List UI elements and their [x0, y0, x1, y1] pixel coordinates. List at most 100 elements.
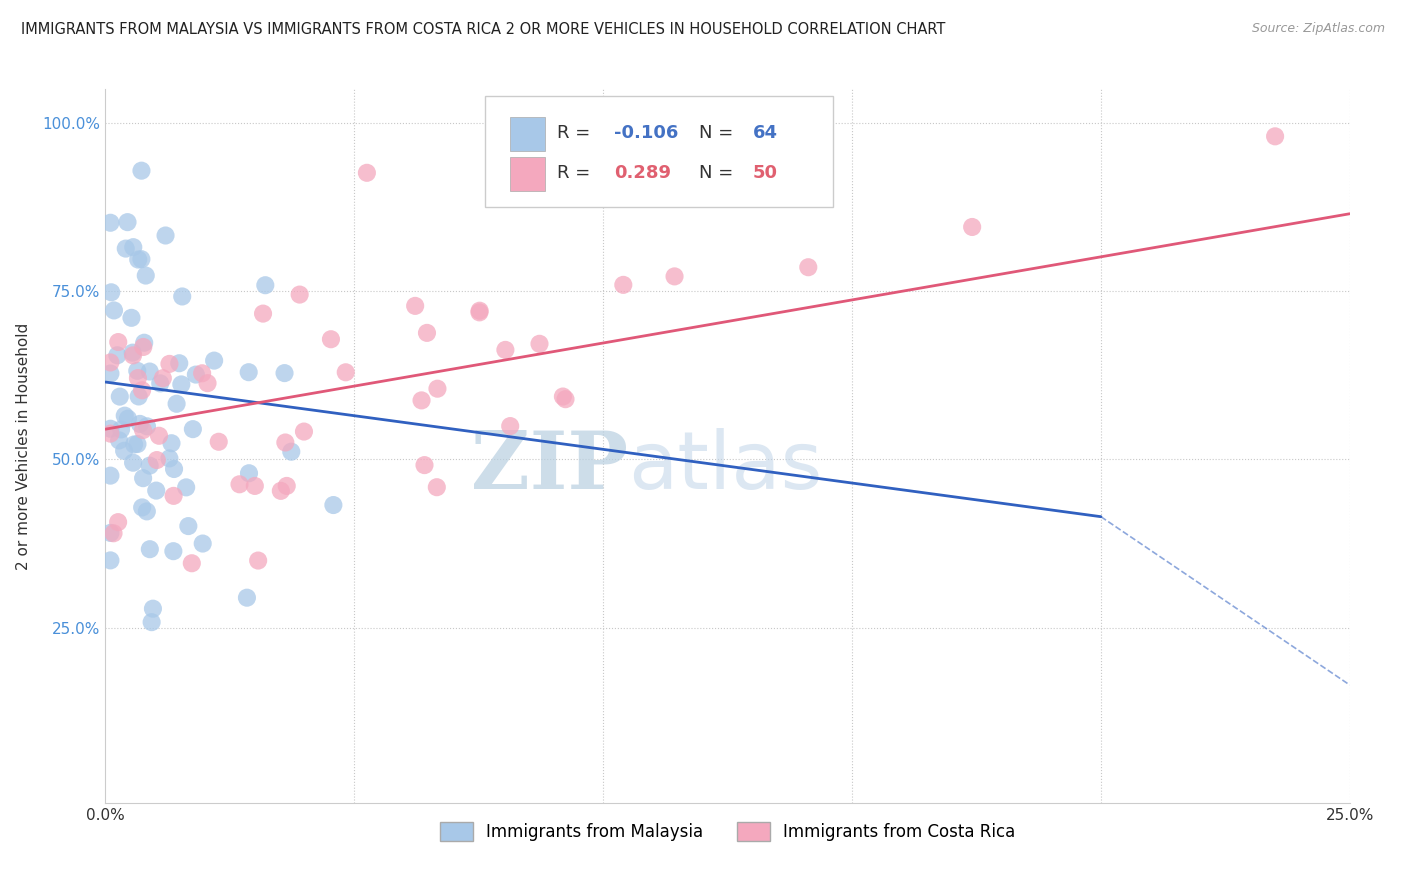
Point: [117, 411, 139, 425]
Point: [159, 451, 181, 466]
Point: [319, 332, 342, 346]
Point: [108, 390, 131, 404]
Text: R =: R =: [557, 164, 596, 182]
Point: [122, 437, 145, 451]
Point: [117, 215, 139, 229]
Text: N =: N =: [699, 125, 740, 143]
Point: [148, 429, 170, 443]
Point: [107, 334, 129, 349]
Point: [138, 458, 160, 473]
Point: [100, 553, 122, 567]
FancyBboxPatch shape: [510, 117, 544, 152]
Point: [135, 268, 157, 283]
Point: [110, 422, 132, 436]
Point: [159, 357, 181, 371]
Point: [252, 307, 274, 321]
Point: [108, 434, 131, 448]
FancyBboxPatch shape: [510, 157, 544, 191]
Point: [494, 343, 516, 357]
Point: [121, 345, 143, 359]
Text: ZIP: ZIP: [471, 428, 628, 507]
Point: [274, 435, 297, 450]
Point: [238, 365, 260, 379]
FancyBboxPatch shape: [485, 96, 834, 207]
Text: IMMIGRANTS FROM MALAYSIA VS IMMIGRANTS FROM COSTA RICA 2 OR MORE VEHICLES IN HOU: IMMIGRANTS FROM MALAYSIA VS IMMIGRANTS F…: [21, 22, 945, 37]
Point: [100, 422, 122, 436]
Point: [127, 437, 149, 451]
Point: [132, 340, 155, 354]
Point: [160, 436, 183, 450]
Point: [180, 556, 202, 570]
Point: [107, 515, 129, 529]
Point: [254, 278, 277, 293]
Point: [184, 368, 207, 382]
Point: [411, 393, 433, 408]
Point: [960, 219, 983, 234]
Point: [139, 542, 162, 557]
Point: [127, 371, 149, 385]
Point: [631, 149, 654, 163]
Point: [131, 252, 153, 267]
Point: [112, 443, 135, 458]
Point: [122, 348, 145, 362]
Point: [1264, 129, 1286, 144]
Point: [238, 467, 260, 481]
Point: [100, 367, 122, 381]
Point: [136, 419, 159, 434]
Point: [114, 409, 136, 423]
Point: [103, 303, 125, 318]
Point: [335, 365, 357, 379]
Point: [146, 453, 169, 467]
Point: [100, 216, 122, 230]
Point: [131, 384, 153, 398]
Point: [426, 480, 449, 494]
Point: [292, 425, 315, 439]
Point: [236, 591, 259, 605]
Text: N =: N =: [699, 164, 740, 182]
Point: [105, 348, 128, 362]
Text: 50: 50: [752, 164, 778, 182]
Point: [149, 376, 172, 391]
Text: 0.289: 0.289: [614, 164, 672, 182]
Text: -0.106: -0.106: [614, 125, 679, 143]
Point: [664, 269, 686, 284]
Point: [468, 303, 491, 318]
Point: [191, 536, 214, 550]
Point: [243, 479, 266, 493]
Point: [167, 356, 190, 370]
Point: [100, 426, 122, 441]
Text: atlas: atlas: [628, 428, 823, 507]
Point: [132, 471, 155, 485]
Point: [129, 417, 152, 431]
Point: [127, 252, 149, 267]
Point: [162, 489, 184, 503]
Point: [155, 228, 177, 243]
Point: [100, 285, 122, 300]
Point: [208, 434, 231, 449]
Point: [100, 525, 122, 540]
Point: [100, 468, 122, 483]
Legend: Immigrants from Malaysia, Immigrants from Costa Rica: Immigrants from Malaysia, Immigrants fro…: [433, 815, 1022, 848]
Text: 64: 64: [752, 125, 778, 143]
Point: [122, 456, 145, 470]
Point: [100, 355, 122, 369]
Point: [142, 601, 165, 615]
Point: [135, 504, 157, 518]
Point: [145, 483, 167, 498]
Point: [197, 376, 219, 391]
Point: [152, 371, 174, 385]
Point: [228, 477, 250, 491]
Point: [270, 483, 292, 498]
Point: [191, 366, 214, 380]
Point: [181, 422, 204, 436]
Point: [134, 335, 156, 350]
Point: [797, 260, 820, 275]
Point: [131, 163, 153, 178]
Point: [551, 390, 574, 404]
Point: [273, 366, 295, 380]
Point: [174, 480, 197, 494]
Point: [162, 544, 184, 558]
Point: [499, 419, 522, 434]
Point: [554, 392, 576, 407]
Point: [276, 479, 298, 493]
